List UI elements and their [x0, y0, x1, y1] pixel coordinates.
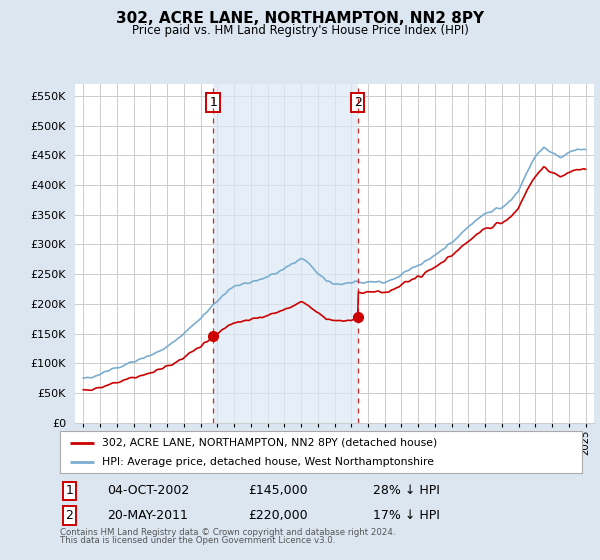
Text: HPI: Average price, detached house, West Northamptonshire: HPI: Average price, detached house, West… [102, 457, 434, 467]
Text: Price paid vs. HM Land Registry's House Price Index (HPI): Price paid vs. HM Land Registry's House … [131, 24, 469, 36]
Text: This data is licensed under the Open Government Licence v3.0.: This data is licensed under the Open Gov… [60, 536, 335, 545]
Text: 17% ↓ HPI: 17% ↓ HPI [373, 509, 440, 522]
Text: 302, ACRE LANE, NORTHAMPTON, NN2 8PY (detached house): 302, ACRE LANE, NORTHAMPTON, NN2 8PY (de… [102, 437, 437, 447]
Text: 2: 2 [353, 96, 362, 109]
Text: 1: 1 [209, 96, 217, 109]
Bar [213, 84, 358, 423]
Text: 04-OCT-2002: 04-OCT-2002 [107, 484, 189, 497]
Text: £220,000: £220,000 [248, 509, 308, 522]
Text: Contains HM Land Registry data © Crown copyright and database right 2024.: Contains HM Land Registry data © Crown c… [60, 528, 395, 537]
Text: 302, ACRE LANE, NORTHAMPTON, NN2 8PY: 302, ACRE LANE, NORTHAMPTON, NN2 8PY [116, 11, 484, 26]
Text: 28% ↓ HPI: 28% ↓ HPI [373, 484, 440, 497]
Text: 1: 1 [65, 484, 73, 497]
Text: 2: 2 [65, 509, 73, 522]
Text: £145,000: £145,000 [248, 484, 308, 497]
Text: 20-MAY-2011: 20-MAY-2011 [107, 509, 188, 522]
